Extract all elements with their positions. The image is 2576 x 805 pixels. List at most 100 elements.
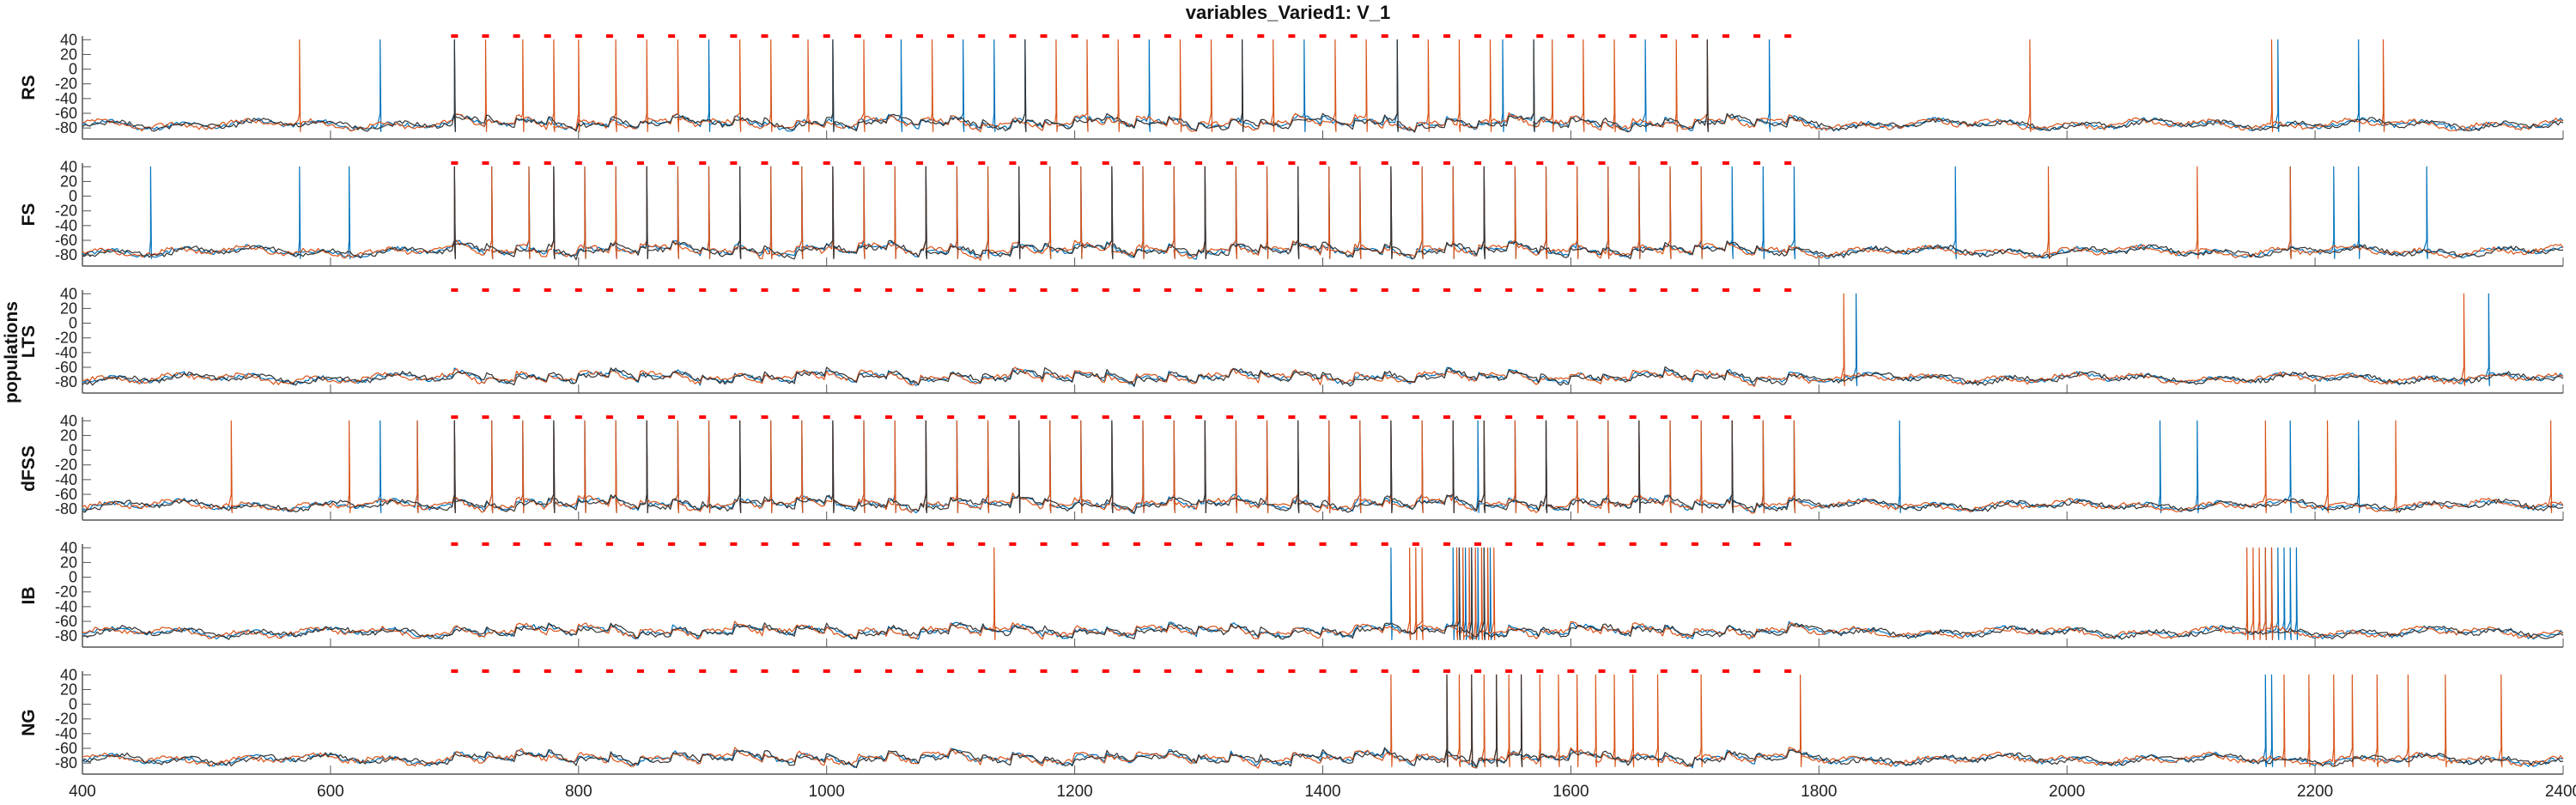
stim-marker [1040, 415, 1048, 419]
stim-marker [1350, 34, 1358, 38]
stim-marker [1443, 669, 1450, 673]
stim-marker [1505, 288, 1513, 292]
y-tick-label: -40 [55, 471, 77, 488]
stim-marker [884, 542, 892, 546]
stim-marker [1722, 34, 1729, 38]
stim-marker [1350, 161, 1358, 165]
stim-marker [637, 288, 645, 292]
stim-marker [1288, 161, 1296, 165]
stim-marker [605, 415, 613, 419]
stim-marker [1009, 415, 1017, 419]
stim-marker [1753, 161, 1761, 165]
stim-marker [1319, 288, 1327, 292]
stim-marker [1722, 288, 1729, 292]
stim-marker [761, 415, 769, 419]
panel-label: RS [19, 75, 39, 100]
stim-marker [1567, 161, 1575, 165]
stim-marker [1598, 669, 1606, 673]
panel-label: LTS [19, 325, 39, 358]
stim-marker [1319, 415, 1327, 419]
y-tick-label: 0 [69, 188, 77, 205]
stim-marker [978, 415, 986, 419]
stim-marker [1691, 161, 1698, 165]
stim-marker [823, 161, 830, 165]
stim-marker [1350, 288, 1358, 292]
stim-marker [1071, 288, 1078, 292]
y-tick-label: 20 [60, 427, 77, 444]
stim-marker [1629, 161, 1637, 165]
stim-marker [574, 34, 582, 38]
stim-marker [761, 161, 769, 165]
y-tick-label: 20 [60, 554, 77, 571]
stim-marker [1722, 542, 1729, 546]
stim-marker [1443, 542, 1450, 546]
stim-marker [513, 161, 520, 165]
stim-marker [1598, 288, 1606, 292]
stim-marker [1505, 34, 1513, 38]
stim-marker [1133, 161, 1140, 165]
stim-marker [1567, 415, 1575, 419]
stim-marker [1163, 669, 1171, 673]
y-tick-label: 20 [60, 45, 77, 63]
stim-marker [1474, 34, 1482, 38]
stim-marker [884, 669, 892, 673]
stim-marker [451, 669, 459, 673]
stim-marker [1195, 34, 1203, 38]
stim-marker [637, 669, 645, 673]
stim-marker [451, 288, 459, 292]
stim-marker [1536, 415, 1544, 419]
y-tick-label: -60 [55, 232, 77, 249]
panel-label: NG [19, 709, 39, 736]
stim-marker [1009, 34, 1017, 38]
stim-marker [668, 542, 676, 546]
stim-marker [1784, 542, 1792, 546]
y-tick-label: -40 [55, 344, 77, 361]
stim-marker [451, 34, 459, 38]
stim-marker [1722, 161, 1729, 165]
y-tick-label: 20 [60, 172, 77, 190]
stim-marker [668, 161, 676, 165]
stim-marker [1753, 34, 1761, 38]
stim-marker [1691, 288, 1698, 292]
stim-marker [1257, 669, 1265, 673]
stim-marker [1567, 288, 1575, 292]
stim-marker [605, 161, 613, 165]
series-s3-trace [82, 674, 2564, 769]
stim-marker [1536, 288, 1544, 292]
stim-marker [1629, 34, 1637, 38]
stim-marker [1536, 34, 1544, 38]
stim-marker [1412, 542, 1419, 546]
stim-marker [699, 415, 707, 419]
stim-marker [1009, 288, 1017, 292]
stim-marker [823, 542, 830, 546]
stim-marker [482, 161, 489, 165]
x-tick-label: 2400 [2545, 783, 2576, 801]
y-tick-label: 0 [69, 569, 77, 586]
stim-marker [668, 288, 676, 292]
stim-marker [1040, 34, 1048, 38]
series-s3-trace [82, 420, 2564, 514]
y-tick-label: -60 [55, 105, 77, 122]
stim-marker [1163, 415, 1171, 419]
stim-marker [1536, 669, 1544, 673]
stim-marker [1226, 34, 1234, 38]
stim-marker [1040, 288, 1048, 292]
y-tick-label: -80 [55, 246, 77, 263]
stim-marker [1784, 34, 1792, 38]
stim-marker [947, 161, 955, 165]
stim-marker [1195, 542, 1203, 546]
stim-marker [1133, 34, 1140, 38]
stim-marker [699, 542, 707, 546]
stim-marker [1412, 669, 1419, 673]
stim-marker [978, 288, 986, 292]
stim-marker [854, 161, 861, 165]
stim-marker [574, 415, 582, 419]
stim-marker [1691, 669, 1698, 673]
y-tick-label: 20 [60, 681, 77, 698]
stim-marker [761, 669, 769, 673]
y-tick-label: -80 [55, 754, 77, 772]
x-tick-label: 1200 [1056, 783, 1092, 801]
stim-marker [1071, 542, 1078, 546]
y-tick-label: 20 [60, 300, 77, 317]
